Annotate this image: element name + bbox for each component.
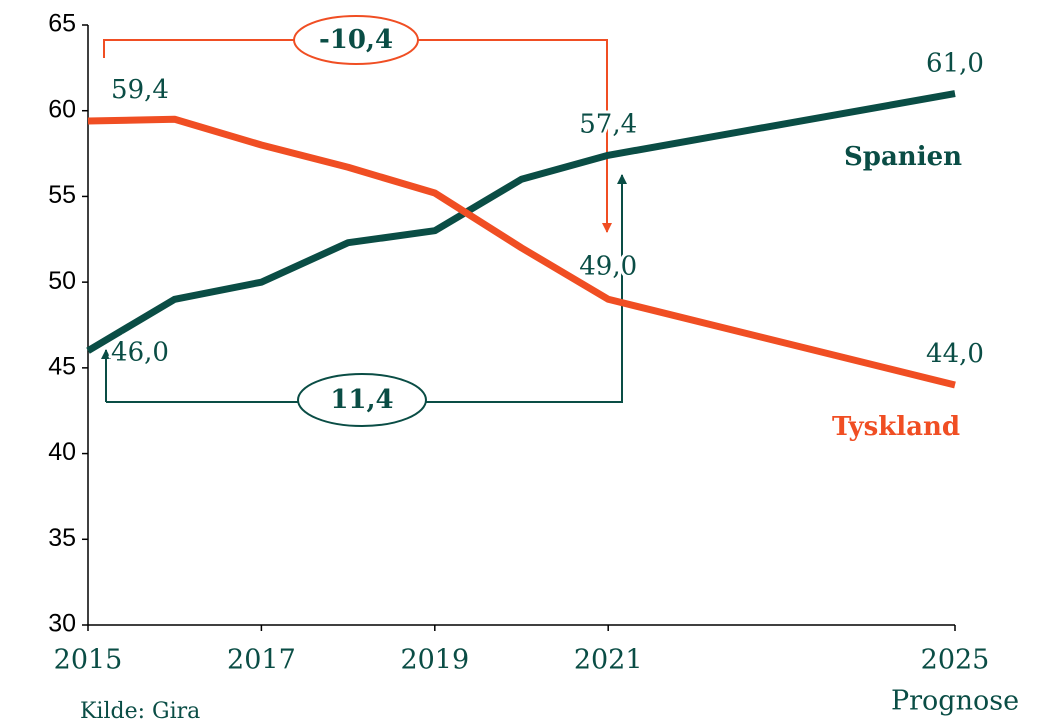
y-tick-label: 55 (48, 181, 76, 209)
annotation-oval (293, 15, 419, 65)
annotation: -10,4 (319, 25, 393, 55)
y-tick-label: 30 (48, 610, 76, 638)
y-tick-label: 35 (48, 524, 76, 552)
x-note: Prognose (891, 686, 1019, 717)
x-tick-label: 2019 (400, 645, 469, 676)
annotation: 11,4 (330, 385, 393, 415)
x-tick-label: 2015 (54, 645, 123, 676)
x-tick-label: 2017 (227, 645, 296, 676)
x-tick-label: 2025 (921, 645, 990, 676)
value-label: 61,0 (926, 49, 984, 79)
y-tick-label: 60 (48, 95, 76, 123)
value-label: 57,4 (579, 109, 637, 139)
legend-label: Spanien (844, 142, 962, 172)
value-label: 46,0 (111, 338, 169, 368)
bracket (103, 39, 612, 233)
bracket (106, 174, 627, 403)
x-tick-label: 2021 (574, 645, 643, 676)
series-line (87, 115, 956, 389)
legend-label: Tyskland (832, 412, 960, 442)
y-tick-label: 65 (48, 10, 76, 38)
value-label: 44,0 (926, 339, 984, 369)
y-tick-label: 40 (48, 438, 76, 466)
value-label: 49,0 (579, 251, 637, 281)
source: Kilde: Gira (80, 699, 200, 724)
y-tick-label: 45 (48, 352, 76, 380)
series-line (86, 90, 956, 354)
value-label: 59,4 (111, 75, 169, 105)
annotation-oval (297, 373, 427, 427)
y-tick-label: 50 (48, 267, 76, 295)
